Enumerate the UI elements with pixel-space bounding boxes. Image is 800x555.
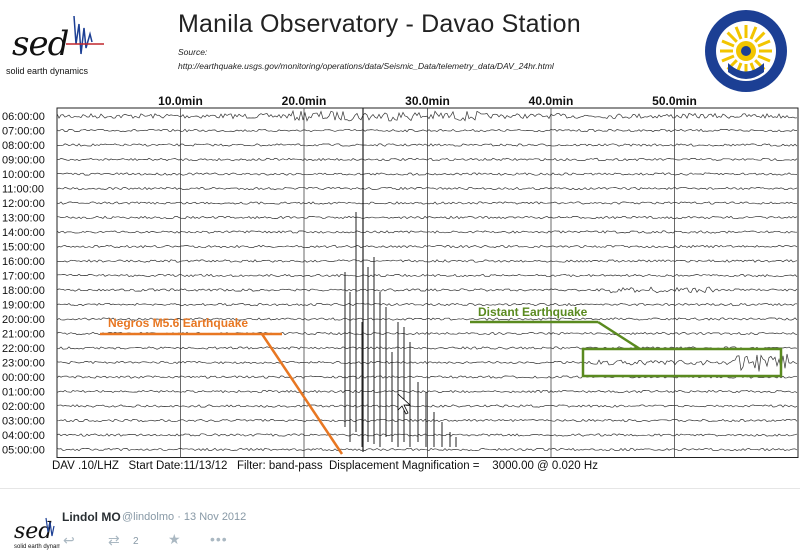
page-title: Manila Observatory - Davao Station (178, 10, 581, 38)
source-url: http://earthquake.usgs.gov/monitoring/op… (178, 61, 554, 71)
trace-line (56, 186, 798, 191)
seal-ray (754, 31, 766, 43)
hour-label: 06:00:00 (2, 111, 45, 123)
seal-ray (749, 26, 758, 40)
hour-label: 11:00:00 (2, 184, 44, 196)
seismogram-traces (56, 108, 798, 452)
seal-ray (757, 39, 771, 48)
trace-line (56, 109, 798, 122)
source-label: Source: (178, 47, 208, 57)
tweet-divider (0, 488, 800, 489)
hour-label: 22:00:00 (2, 343, 45, 355)
tweet-author-name[interactable]: Lindol MO (62, 510, 121, 524)
favorite-icon[interactable]: ★ (168, 531, 181, 547)
seal-ray (726, 31, 738, 43)
hour-label: 23:00:00 (2, 358, 45, 370)
minute-label: 30.0min (405, 94, 450, 108)
negros-earthquake-label: Negros M5.6 Earthquake (108, 316, 248, 330)
tweet-handle-date[interactable]: @lindolmo · 13 Nov 2012 (122, 511, 247, 523)
trace-line (56, 128, 798, 133)
trace-line (56, 353, 798, 372)
distant-earthquake-box (581, 347, 783, 378)
trace-line (56, 286, 798, 294)
trace-line (56, 157, 798, 162)
seal-ray (721, 54, 735, 63)
trace-line (56, 244, 798, 249)
trace-line (56, 172, 798, 176)
hour-label: 17:00:00 (2, 271, 45, 283)
trace-line (56, 317, 798, 321)
trace-line (56, 389, 798, 394)
trace-line (56, 447, 798, 452)
hour-label: 21:00:00 (2, 329, 45, 341)
minute-label: 10.0min (158, 94, 203, 108)
hour-label: 01:00:00 (2, 387, 45, 399)
hour-label: 19:00:00 (2, 300, 45, 312)
hour-label: 18:00:00 (2, 285, 45, 297)
hour-label: 12:00:00 (2, 198, 45, 210)
trace-line (56, 433, 798, 437)
trace-line (56, 215, 798, 220)
seal-ray (734, 26, 743, 40)
hour-axis-labels: 06:00:00 07:00:00 08:00:00 09:00:00 10:00:00… (2, 111, 45, 457)
hour-label: 16:00:00 (2, 256, 45, 268)
manila-observatory-seal (705, 10, 787, 92)
distant-earthquake-label: Distant Earthquake (478, 305, 588, 319)
avatar[interactable]: sed solid earth dynamics (12, 516, 60, 552)
minute-label: 40.0min (529, 94, 574, 108)
distant-pointer (597, 320, 641, 351)
reply-icon[interactable]: ↩ (63, 532, 75, 548)
seismogram-plot: 10.0min 20.0min 30.0min 40.0min 50.0min 06:0… (2, 94, 799, 458)
svg-text:sed: sed (14, 519, 52, 544)
seal-ray (721, 39, 735, 48)
hour-label: 04:00:00 (2, 430, 45, 442)
station-info: DAV .10/LHZ Start Date:11/13/12 Filter: … (52, 460, 598, 472)
hour-label: 10:00:00 (2, 169, 45, 181)
retweet-count: 2 (133, 536, 139, 547)
hour-label: 09:00:00 (2, 155, 45, 167)
grid (56, 107, 799, 458)
trace-line (56, 418, 798, 423)
trace-line (56, 259, 798, 263)
trace-line (56, 201, 798, 205)
hour-label: 20:00:00 (2, 314, 45, 326)
hour-label: 14:00:00 (2, 227, 45, 239)
hour-label: 05:00:00 (2, 445, 45, 457)
minute-label: 20.0min (282, 94, 327, 108)
more-icon[interactable]: ••• (210, 531, 228, 547)
trace-line (56, 302, 797, 307)
hour-label: 13:00:00 (2, 213, 45, 225)
sed-logo-word: sed (12, 24, 69, 64)
trace-line (56, 404, 798, 408)
hour-label: 03:00:00 (2, 416, 45, 428)
sed-logo-tagline: solid earth dynamics (6, 66, 89, 76)
sed-logo (66, 15, 104, 55)
trace-line (56, 143, 798, 147)
negros-pointer (260, 333, 344, 455)
mouse-cursor-icon (397, 393, 412, 415)
hour-label: 08:00:00 (2, 140, 45, 152)
trace-line (56, 375, 798, 379)
hour-label: 07:00:00 (2, 126, 45, 138)
annotations: Negros M5.6 Earthquake Distant Earthquake (100, 305, 783, 455)
hour-label: 02:00:00 (2, 401, 45, 413)
trace-line (56, 346, 798, 350)
svg-text:solid earth dynamics: solid earth dynamics (14, 544, 60, 550)
retweet-icon[interactable]: ⇄ (108, 532, 120, 548)
seal-ray (757, 54, 771, 63)
minute-axis-labels: 10.0min 20.0min 30.0min 40.0min 50.0min (158, 94, 697, 108)
trace-line (56, 229, 798, 234)
hour-label: 15:00:00 (2, 242, 45, 254)
minute-label: 50.0min (652, 94, 697, 108)
trace-line (56, 273, 798, 278)
hour-label: 00:00:00 (2, 372, 45, 384)
